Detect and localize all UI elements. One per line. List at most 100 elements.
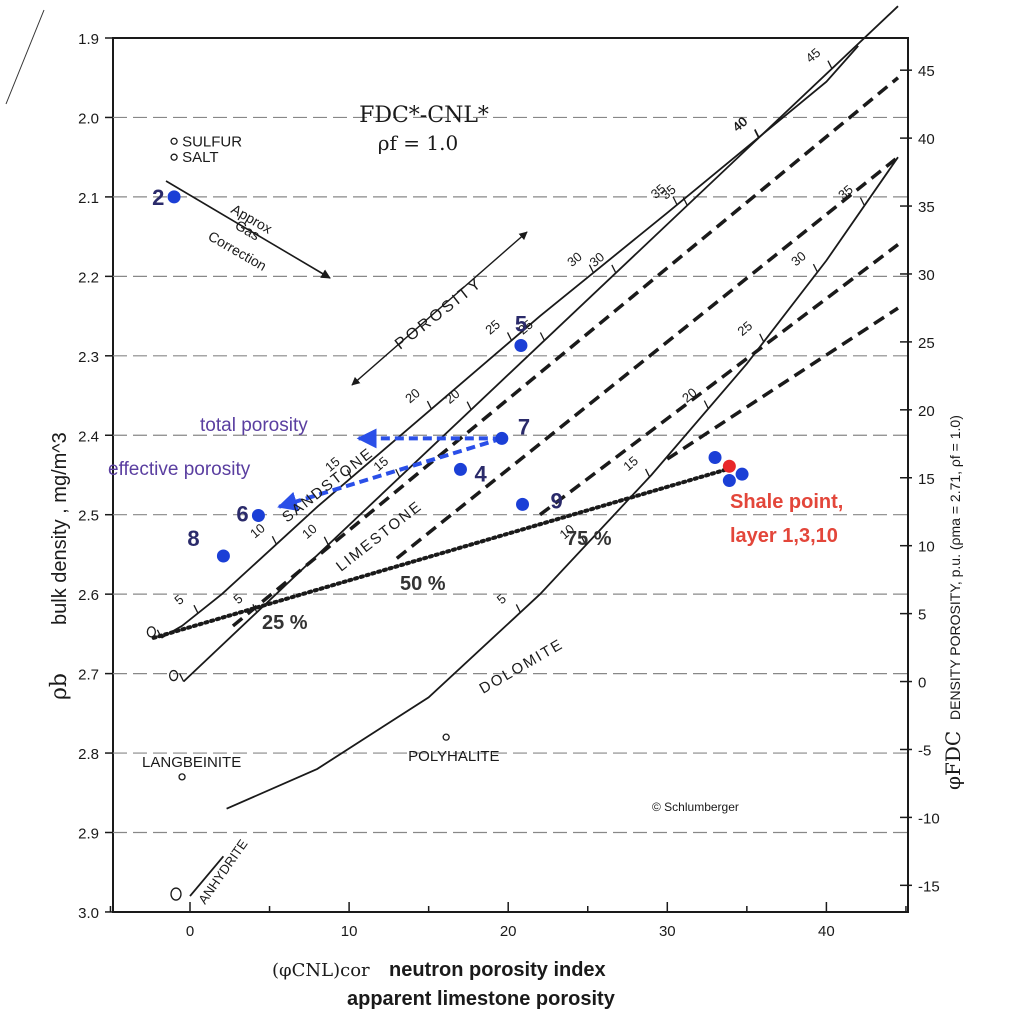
x-axis-label-line-1: neutron porosity index [389,959,606,981]
layer-label-8: 8 [187,526,199,551]
layer-label-6: 6 [236,501,248,526]
porosity-direction-arrow [351,231,528,386]
sandstone-porosity-label: 20 [402,385,423,406]
y-tick-label: 2.4 [78,428,99,445]
limestone-porosity-tick [539,332,545,341]
dolomite-label: DOLOMITE [477,636,567,698]
y-axis-label: bulk density , mg/m^3 [49,432,71,625]
y-tick-label: 2.9 [78,826,99,843]
dolomite-porosity-tick [812,263,819,273]
layer-point [167,190,181,204]
dolomite-porosity-tick [703,400,709,409]
layer-point [708,450,722,464]
x-tick-label: 0 [186,923,194,940]
layer-point [735,467,749,481]
shale-mix-line [151,466,732,640]
copyright-label: © Schlumberger [652,800,739,814]
right-tick-label: -5 [918,742,931,759]
gas-correction-line-3: Correction [206,228,270,274]
sandstone-porosity-label: 10 [247,520,268,541]
dolomite-porosity-label: 15 [620,453,641,474]
anhydrite-zero-mark [170,887,182,901]
salt-point [170,153,178,161]
y-axis-symbol: ρb [47,673,72,700]
y-axis-title: ρb bulk density , mg/m^3 [47,432,72,700]
limestone-porosity-label: 5 [230,591,245,607]
porosity-arrows [277,428,503,512]
x-axis: 0 10 20 30 40 [109,902,907,940]
dolomite-porosity-tick [644,468,651,478]
y-tick-label: 2.7 [78,667,99,684]
x-tick-label: 20 [500,923,517,940]
layer-point [251,508,265,522]
right-tick-label: 15 [918,471,935,488]
sandstone-porosity-tick [271,535,277,545]
langbeinite-point [178,773,186,781]
limestone-porosity-tick [682,197,688,206]
layer-point [216,549,230,563]
layer-point [514,338,528,352]
salt-label: SALT [182,149,218,166]
dolomite-porosity-label: 35 [835,182,856,203]
gas-correction: Approx Gas Correction [165,180,331,279]
sandstone-label: SANDSTONE [279,444,377,526]
layer-label-7: 7 [518,414,530,439]
limestone-porosity-tick [323,536,329,546]
dolomite-porosity-label: 30 [788,248,809,269]
limestone-line [182,5,899,683]
limestone-porosity-label: 20 [442,386,463,407]
x-axis-label-line-2: apparent limestone porosity [347,988,616,1010]
sandstone-porosity-tick [426,400,432,410]
sandstone-porosity-tick [193,604,199,614]
x-tick-label: 10 [341,923,358,940]
dashed-line-4 [666,306,899,461]
dolomite-porosity-tick [581,536,587,546]
limestone-porosity-tick [466,401,472,411]
limestone-porosity-tick [827,60,833,69]
layer-label-9: 9 [551,488,563,513]
polyhalite-point [442,733,450,741]
total-porosity-label: total porosity [200,415,308,436]
lithology-lines: 5101520253035405101520253035404551015202… [146,5,899,901]
layer-point [722,474,736,488]
mix-75-label: 75 % [566,528,612,550]
x-axis-title: (φCNL)cor neutron porosity index apparen… [272,959,616,1010]
shale-label-line-2: layer 1,3,10 [730,525,838,547]
shale-mix-dotted-line [151,466,732,640]
y-axis: 1.9 2.0 2.1 2.2 2.3 2.4 2.5 2.6 2.7 2.8 2.9 3.0 [78,31,113,922]
layer-label-2: 2 [152,185,164,210]
polyhalite-label: POLYHALITE [408,748,499,765]
limestone-porosity-tick [395,468,401,478]
anhydrite-line [189,855,225,897]
limestone-porosity-label: 10 [299,521,320,542]
y-tick-label: 2.5 [78,508,99,525]
sulfur-label: SULFUR [182,133,242,150]
x-tick-label: 30 [659,923,676,940]
gas-correction-arrow [165,180,331,279]
sandstone-porosity-tick [588,264,594,274]
right-tick-label: -10 [918,810,940,827]
limestone-porosity-tick [179,673,185,682]
y-tick-label: 3.0 [78,905,99,922]
chart-subtitle: ρf = 1.0 [378,131,458,155]
effective-porosity-arrow [277,436,503,512]
shale-label-line-1: Shale point, [730,491,843,513]
limestone-porosity-tick [611,264,617,274]
sandstone-porosity-label: 25 [482,317,503,338]
dashed-line-2 [395,155,900,560]
limestone-porosity-tick [754,129,760,139]
dolomite-porosity-tick [759,333,765,343]
x-axis-symbol: (φCNL)cor [272,960,370,981]
dolomite-line [226,156,899,810]
langbeinite-label: LANGBEINITE [142,754,241,771]
right-axis: 45 40 35 30 25 20 15 10 5 0 -5 -10 -15 [900,63,940,895]
right-tick-label: 20 [918,403,935,420]
y-tick-label: 2.2 [78,269,99,286]
sandstone-zero-mark [146,626,157,638]
y-tick-label: 2.3 [78,349,99,366]
dolomite-porosity-tick [859,197,866,206]
dolomite-porosity-label: 20 [679,385,700,406]
dashed-line-1 [231,76,900,628]
